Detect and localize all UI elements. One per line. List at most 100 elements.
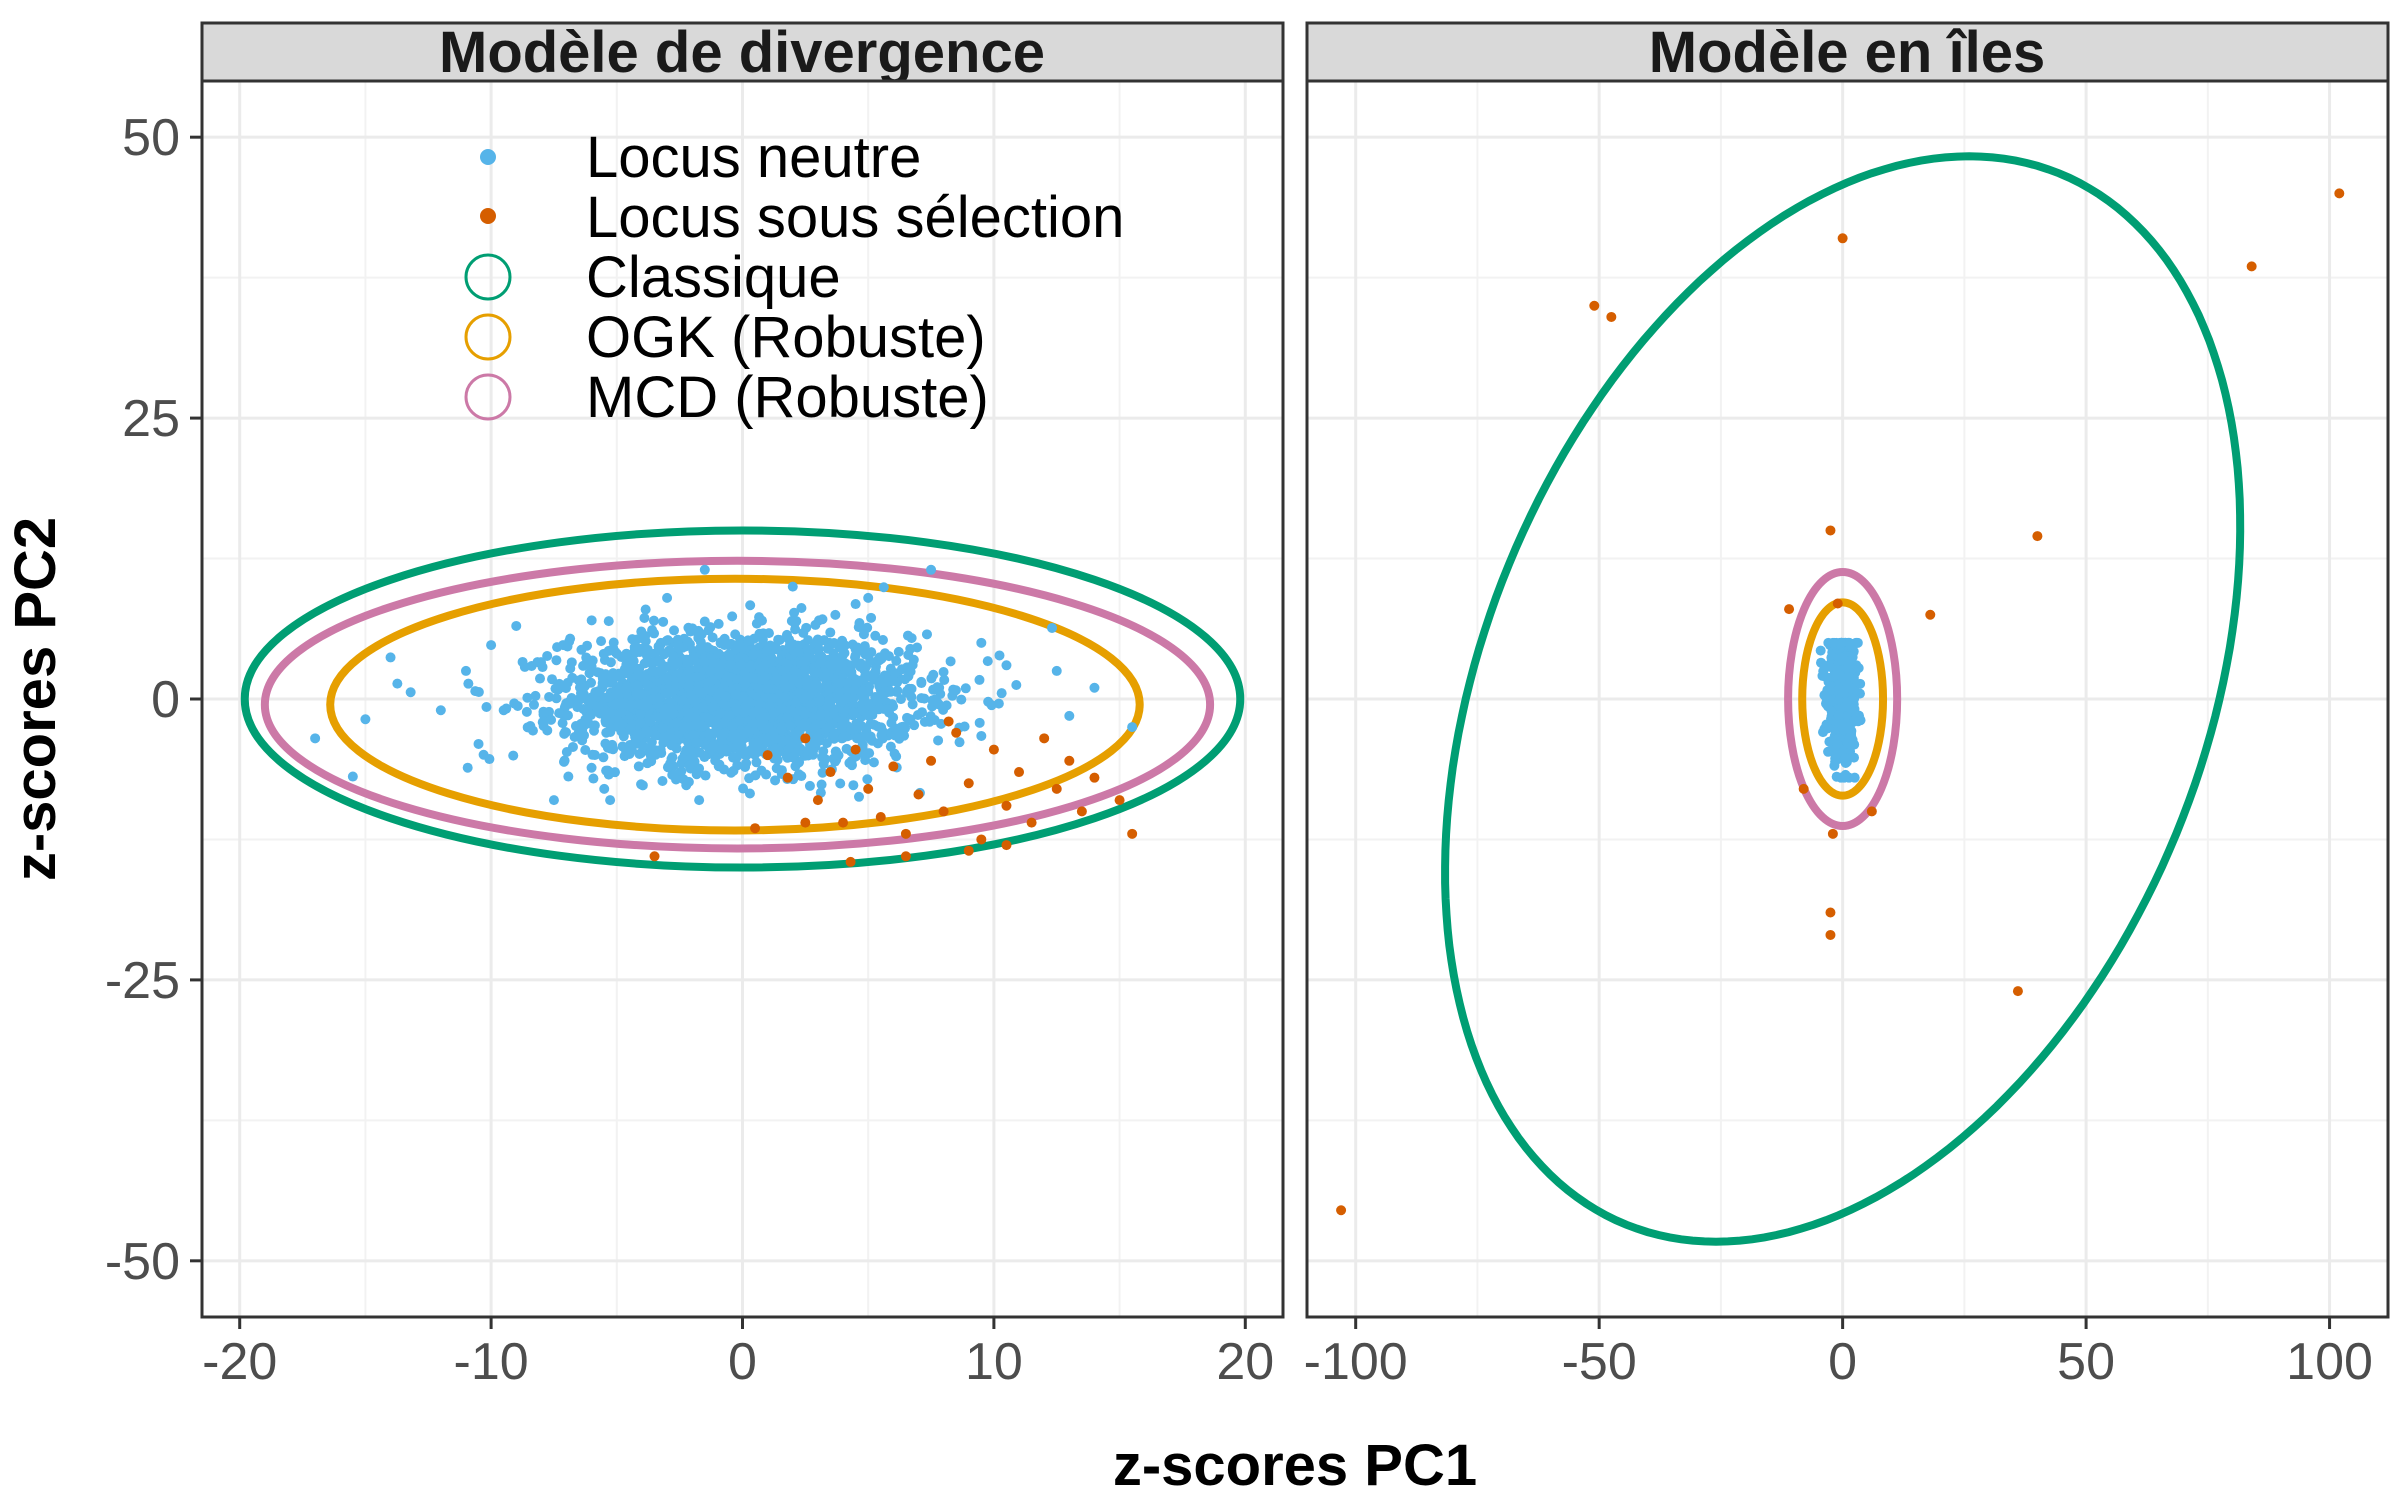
- selected-point: [988, 744, 999, 755]
- legend-label-ogk: OGK (Robuste): [586, 305, 986, 370]
- neutral-point: [868, 669, 879, 680]
- legend-key-ogk: [464, 313, 512, 361]
- neutral-point: [932, 697, 943, 708]
- neutral-point: [872, 655, 883, 666]
- neutral-point: [766, 653, 777, 664]
- neutral-point: [692, 628, 703, 639]
- neutral-point: [748, 707, 759, 718]
- neutral-point: [842, 677, 853, 688]
- neutral-point: [710, 755, 721, 766]
- neutral-point: [860, 730, 871, 741]
- neutral-point: [727, 721, 738, 732]
- neutral-point: [848, 780, 859, 791]
- neutral-point: [846, 724, 857, 735]
- neutral-point: [707, 657, 718, 668]
- neutral-point: [739, 707, 750, 718]
- selected-point: [750, 823, 761, 834]
- neutral-point: [818, 746, 829, 757]
- neutral-point: [698, 702, 709, 713]
- panel-border: [200, 79, 1285, 1319]
- neutral-point: [706, 743, 717, 754]
- neutral-point: [877, 726, 888, 737]
- neutral-point: [546, 714, 557, 725]
- neutral-point: [939, 674, 950, 685]
- neutral-point: [816, 708, 827, 719]
- legend: Locus neutre Locus sous sélection Classi…: [464, 125, 1124, 430]
- neutral-point: [626, 699, 637, 710]
- x-axis-title: z-scores PC1: [1113, 1433, 1477, 1498]
- selected-point: [800, 817, 811, 828]
- neutral-point: [691, 737, 702, 748]
- neutral-point: [850, 599, 861, 610]
- neutral-point: [707, 701, 718, 712]
- axes: -20 -10 0 10 20 -50 -25 0 25 50: [105, 109, 1274, 1391]
- neutral-point: [865, 719, 876, 730]
- neutral-point: [789, 607, 800, 618]
- selected-point: [943, 716, 954, 727]
- neutral-point: [639, 613, 650, 624]
- grid: [202, 81, 1283, 1317]
- neutral-point: [796, 603, 807, 614]
- legend-entry-mcd: MCD (Robuste): [464, 365, 989, 430]
- neutral-point: [1818, 727, 1829, 738]
- neutral-point: [605, 795, 616, 806]
- neutral-point: [948, 684, 959, 695]
- neutral-point: [770, 775, 781, 786]
- neutral-point: [854, 661, 865, 672]
- selected-point: [649, 851, 660, 862]
- neutral-point: [658, 649, 669, 660]
- neutral-point: [1827, 671, 1838, 682]
- neutral-point: [896, 664, 907, 675]
- neutral-point: [580, 744, 591, 755]
- legend-key-selected: [480, 208, 496, 224]
- neutral-point: [592, 667, 603, 678]
- neutral-point: [583, 717, 594, 728]
- neutral-point: [826, 660, 837, 671]
- neutral-point: [688, 730, 699, 741]
- neutral-point: [473, 738, 484, 749]
- neutral-point: [347, 771, 358, 782]
- neutral-point: [521, 706, 532, 717]
- selected-point: [825, 767, 836, 778]
- neutral-point: [960, 683, 971, 694]
- selected-point: [2246, 261, 2257, 272]
- neutral-point: [473, 687, 484, 698]
- ellipse-classique: [240, 526, 1245, 872]
- selected-point: [1127, 828, 1138, 839]
- selected-point: [1064, 755, 1075, 766]
- selected-point: [875, 811, 886, 822]
- neutral-point: [928, 669, 939, 680]
- neutral-point: [707, 632, 718, 643]
- neutral-point: [548, 795, 559, 806]
- neutral-point: [900, 674, 911, 685]
- neutral-point: [710, 726, 721, 737]
- selected-point: [1825, 525, 1836, 536]
- neutral-point: [821, 738, 832, 749]
- neutral-point: [1815, 657, 1826, 668]
- legend-key-classique: [464, 253, 512, 301]
- neutral-point: [640, 604, 651, 615]
- neutral-point: [683, 622, 694, 633]
- ellipse-mcd-robuste: [1784, 568, 1902, 830]
- neutral-point: [770, 743, 781, 754]
- selected-point: [951, 727, 962, 738]
- neutral-point: [815, 657, 826, 668]
- neutral-point: [812, 732, 823, 743]
- neutral-point: [700, 770, 711, 781]
- neutral-point: [658, 616, 669, 627]
- neutral-point: [974, 717, 985, 728]
- strip-title: Modèle de divergence: [439, 20, 1045, 85]
- neutral-point: [599, 783, 610, 794]
- neutral-point: [982, 656, 993, 667]
- selected-point: [2334, 188, 2345, 199]
- neutral-point: [933, 735, 944, 746]
- neutral-point: [762, 683, 773, 694]
- panel-islands: Modèle en îles -100 -50 0 50 100: [1304, 20, 2390, 1391]
- neutral-point: [642, 644, 653, 655]
- neutral-point: [715, 665, 726, 676]
- neutral-point: [682, 636, 693, 647]
- neutral-point: [816, 779, 827, 790]
- neutral-point: [634, 748, 645, 759]
- neutral-point: [853, 675, 864, 686]
- selected-point: [1026, 817, 1037, 828]
